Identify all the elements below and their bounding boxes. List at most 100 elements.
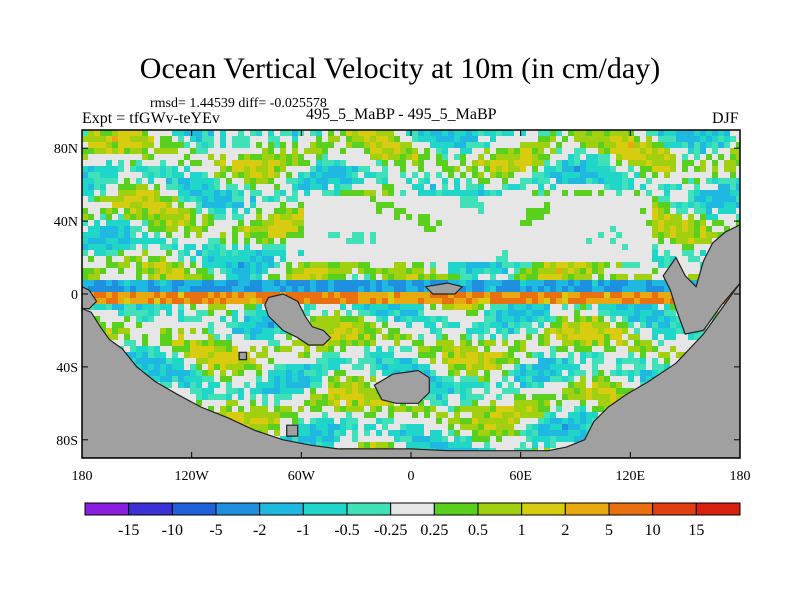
field-cell	[628, 142, 634, 148]
field-cell	[556, 358, 562, 364]
field-cell	[682, 166, 688, 172]
field-cell	[664, 226, 670, 232]
field-cell	[172, 352, 178, 358]
field-cell	[88, 196, 94, 202]
field-cell	[388, 130, 394, 136]
field-cell	[142, 298, 148, 304]
field-cell	[352, 130, 358, 136]
field-cell	[358, 232, 364, 238]
field-cell	[526, 382, 532, 388]
field-cell	[112, 304, 118, 310]
field-cell	[370, 442, 376, 448]
field-cell	[160, 160, 166, 166]
field-cell	[88, 136, 94, 142]
field-cell	[322, 412, 328, 418]
field-cell	[394, 316, 400, 322]
x-tick-label: 120E	[616, 469, 646, 484]
field-cell	[412, 130, 418, 136]
field-cell	[256, 292, 262, 298]
field-cell	[100, 178, 106, 184]
field-cell	[274, 184, 280, 190]
field-cell	[322, 298, 328, 304]
field-cell	[646, 130, 652, 136]
field-cell	[568, 436, 574, 442]
field-cell	[412, 310, 418, 316]
field-cell	[214, 346, 220, 352]
field-cell	[670, 166, 676, 172]
field-cell	[526, 304, 532, 310]
field-cell	[220, 250, 226, 256]
field-cell	[442, 322, 448, 328]
field-cell	[322, 442, 328, 448]
colorbar-swatch	[564, 502, 610, 516]
field-cell	[340, 190, 346, 196]
field-cell	[358, 340, 364, 346]
field-cell	[250, 388, 256, 394]
field-cell	[238, 256, 244, 262]
field-cell	[268, 322, 274, 328]
field-cell	[340, 130, 346, 136]
field-cell	[160, 268, 166, 274]
field-cell	[448, 424, 454, 430]
field-cell	[196, 142, 202, 148]
field-cell	[496, 298, 502, 304]
field-cell	[304, 262, 310, 268]
field-cell	[622, 358, 628, 364]
field-cell	[238, 268, 244, 274]
field-cell	[244, 304, 250, 310]
field-cell	[340, 184, 346, 190]
field-cell	[274, 376, 280, 382]
field-cell	[436, 148, 442, 154]
field-cell	[292, 220, 298, 226]
field-cell	[412, 268, 418, 274]
field-cell	[574, 154, 580, 160]
field-cell	[160, 262, 166, 268]
field-cell	[736, 184, 740, 190]
field-cell	[652, 358, 658, 364]
field-cell	[538, 148, 544, 154]
field-cell	[334, 340, 340, 346]
field-cell	[352, 178, 358, 184]
field-cell	[148, 136, 154, 142]
field-cell	[358, 394, 364, 400]
field-cell	[208, 190, 214, 196]
field-cell	[532, 376, 538, 382]
field-cell	[610, 178, 616, 184]
field-cell	[172, 262, 178, 268]
field-cell	[118, 148, 124, 154]
field-cell	[652, 232, 658, 238]
field-cell	[250, 322, 256, 328]
field-cell	[436, 400, 442, 406]
field-cell	[388, 286, 394, 292]
field-cell	[544, 286, 550, 292]
field-cell	[418, 292, 424, 298]
field-cell	[196, 352, 202, 358]
field-cell	[100, 214, 106, 220]
field-cell	[526, 370, 532, 376]
field-cell	[358, 304, 364, 310]
field-cell	[436, 136, 442, 142]
field-cell	[178, 196, 184, 202]
field-cell	[520, 394, 526, 400]
field-cell	[532, 262, 538, 268]
field-cell	[370, 268, 376, 274]
field-cell	[400, 358, 406, 364]
field-cell	[190, 172, 196, 178]
field-cell	[238, 250, 244, 256]
field-cell	[532, 430, 538, 436]
field-cell	[418, 286, 424, 292]
field-cell	[496, 406, 502, 412]
field-cell	[202, 136, 208, 142]
field-cell	[538, 436, 544, 442]
field-cell	[598, 142, 604, 148]
field-cell	[508, 370, 514, 376]
field-cell	[250, 292, 256, 298]
field-cell	[268, 388, 274, 394]
field-cell	[496, 364, 502, 370]
field-cell	[670, 184, 676, 190]
field-cell	[316, 184, 322, 190]
field-cell	[388, 406, 394, 412]
field-cell	[220, 160, 226, 166]
field-cell	[466, 142, 472, 148]
field-cell	[520, 310, 526, 316]
